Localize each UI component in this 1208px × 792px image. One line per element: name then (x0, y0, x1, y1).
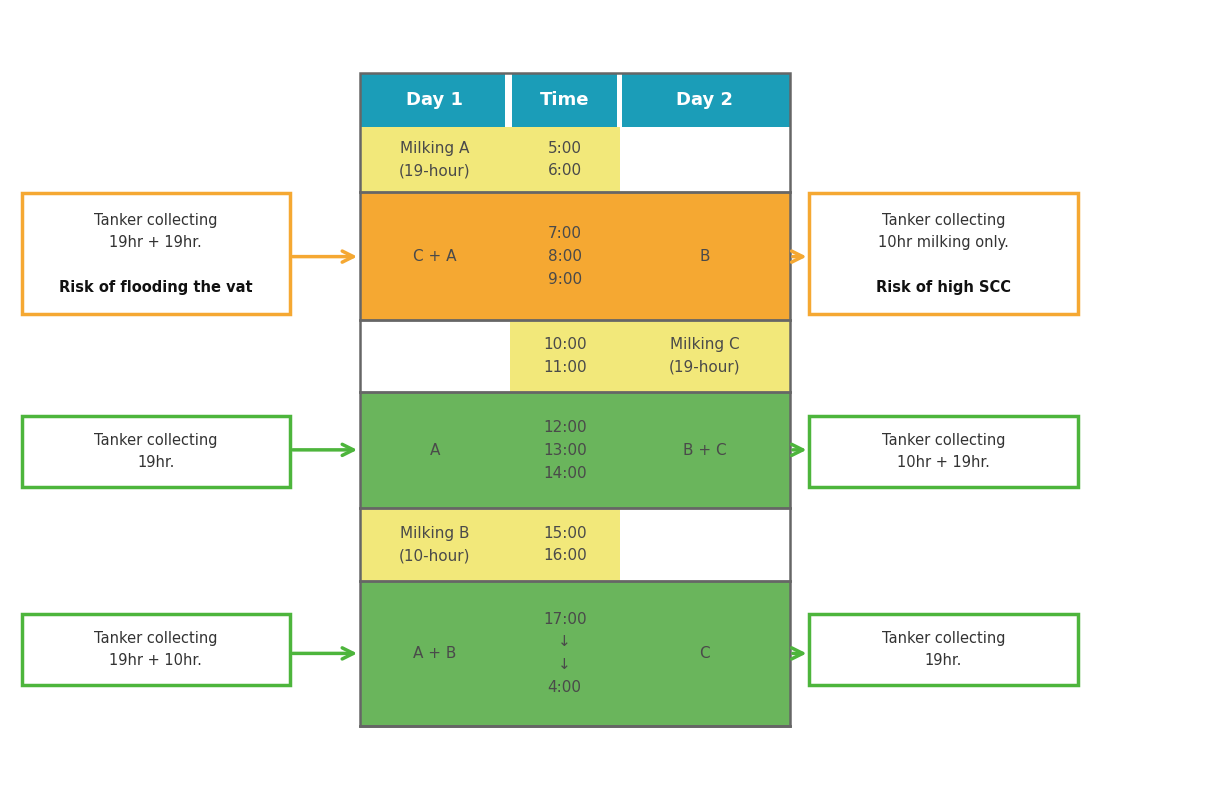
Bar (360, 127, 510, 192)
Bar (620, 127, 790, 192)
Bar (360, 581, 510, 726)
Text: Day 1: Day 1 (406, 91, 464, 109)
Bar (22, 193, 290, 314)
Text: Time: Time (540, 91, 590, 109)
Bar (620, 320, 790, 392)
Text: Milking B
(10-hour): Milking B (10-hour) (399, 526, 471, 563)
Text: A + B: A + B (413, 646, 457, 661)
Bar (22, 416, 290, 487)
Bar (360, 73, 505, 127)
Bar (809, 614, 1078, 685)
Text: C + A: C + A (413, 249, 457, 264)
Bar (510, 508, 620, 581)
Text: B: B (699, 249, 710, 264)
Text: Milking C
(19-hour): Milking C (19-hour) (669, 337, 741, 375)
Text: 10:00
11:00: 10:00 11:00 (542, 337, 587, 375)
Bar (510, 320, 620, 392)
Bar (360, 320, 510, 392)
Text: 5:00
6:00: 5:00 6:00 (547, 141, 582, 178)
Bar (22, 614, 290, 685)
Bar (620, 192, 790, 320)
Bar (809, 416, 1078, 487)
Bar (510, 581, 620, 726)
Text: A: A (430, 443, 440, 458)
Bar (620, 508, 790, 581)
Bar (360, 73, 790, 726)
Text: Day 2: Day 2 (676, 91, 733, 109)
Bar (620, 581, 790, 726)
Text: Tanker collecting
19hr.: Tanker collecting 19hr. (882, 631, 1005, 668)
Bar (510, 392, 620, 508)
Bar (510, 127, 620, 192)
Text: 17:00
↓
↓
4:00: 17:00 ↓ ↓ 4:00 (542, 611, 587, 695)
Bar (510, 192, 620, 320)
Bar (360, 508, 510, 581)
Bar (360, 392, 510, 508)
Text: Tanker collecting
10hr milking only.: Tanker collecting 10hr milking only. (878, 213, 1009, 250)
Text: Milking A
(19-hour): Milking A (19-hour) (399, 141, 471, 178)
Text: 15:00
16:00: 15:00 16:00 (542, 526, 587, 563)
Text: B + C: B + C (683, 443, 727, 458)
Text: Tanker collecting
19hr + 19hr.: Tanker collecting 19hr + 19hr. (94, 213, 217, 250)
Bar (360, 192, 510, 320)
Text: C: C (699, 646, 710, 661)
Bar (512, 73, 617, 127)
Text: 7:00
8:00
9:00: 7:00 8:00 9:00 (547, 226, 582, 287)
Text: Risk of high SCC: Risk of high SCC (876, 280, 1011, 295)
Text: 12:00
13:00
14:00: 12:00 13:00 14:00 (542, 420, 587, 481)
Text: Risk of flooding the vat: Risk of flooding the vat (59, 280, 252, 295)
Text: Tanker collecting
10hr + 19hr.: Tanker collecting 10hr + 19hr. (882, 433, 1005, 470)
Bar (809, 193, 1078, 314)
Bar (620, 392, 790, 508)
Text: Tanker collecting
19hr + 10hr.: Tanker collecting 19hr + 10hr. (94, 631, 217, 668)
Text: Tanker collecting
19hr.: Tanker collecting 19hr. (94, 433, 217, 470)
Bar (622, 73, 790, 127)
